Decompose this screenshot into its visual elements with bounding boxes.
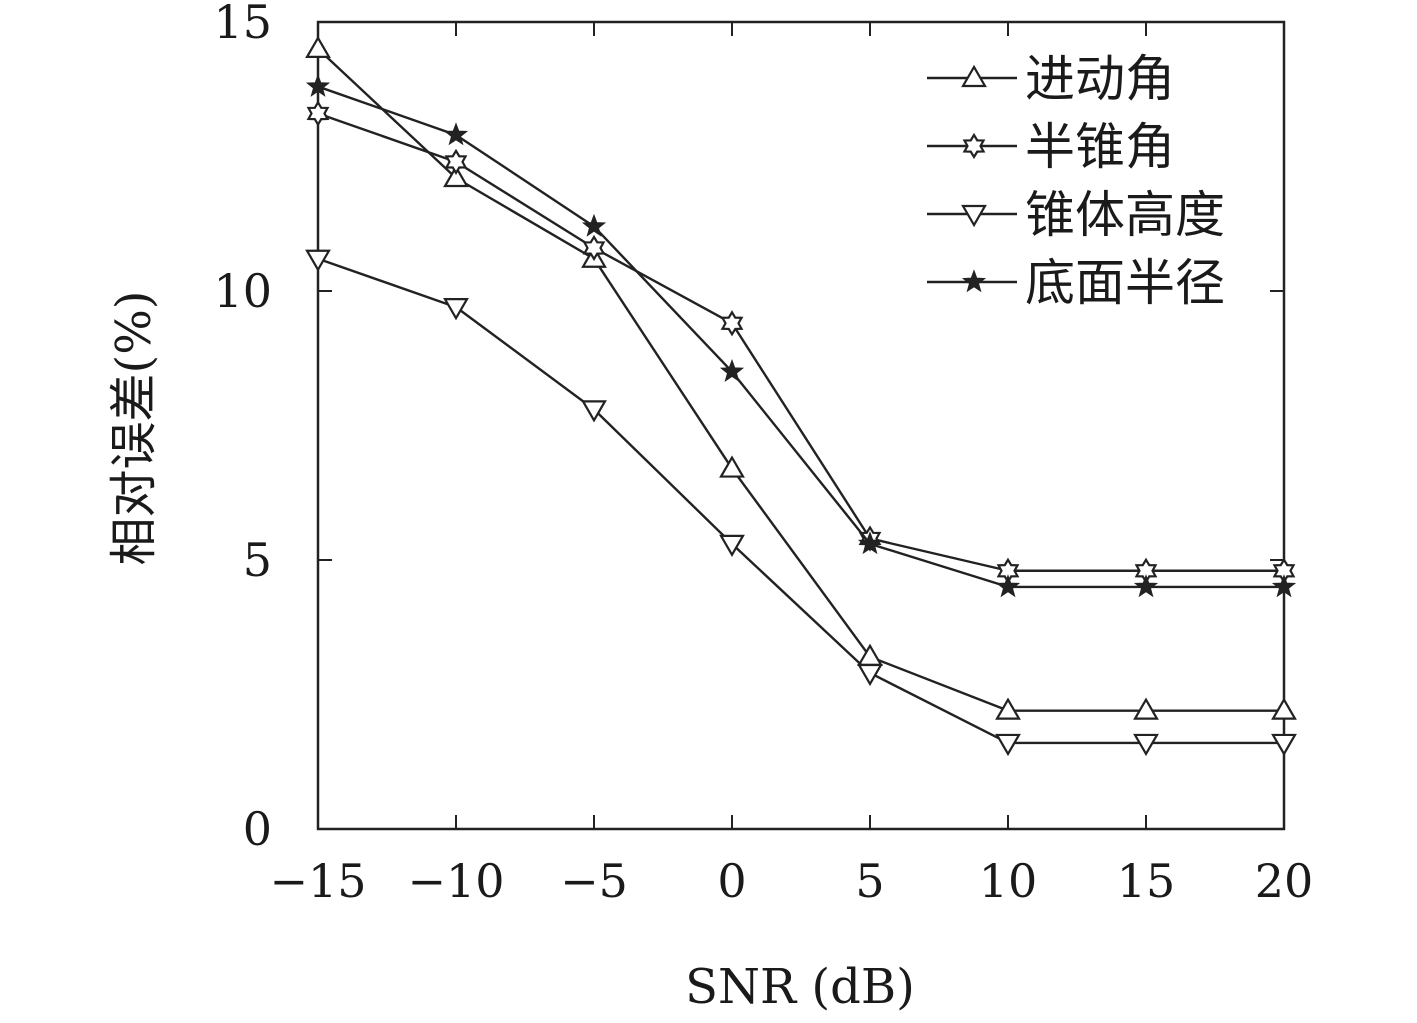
y-tick-label: 15 [213, 0, 272, 49]
legend-marker [961, 269, 987, 293]
x-tick-label: 0 [717, 854, 746, 908]
x-tick-label: 10 [979, 854, 1038, 908]
data-point [1133, 733, 1159, 757]
data-point [443, 298, 469, 321]
data-point [1271, 733, 1297, 757]
data-point [719, 534, 745, 558]
legend-label: 半锥角 [1025, 118, 1175, 176]
series-line [317, 85, 1284, 589]
plot-frame [316, 20, 1286, 831]
series-3 [305, 249, 1297, 757]
y-tick-label: 0 [243, 802, 272, 856]
x-tick-label: 5 [855, 854, 884, 908]
data-point [305, 35, 331, 59]
data-point [443, 122, 469, 146]
axes: −15 −10 −5 0 5 10 15 20 0 5 10 15 [213, 0, 1313, 908]
legend-label: 进动角 [1025, 50, 1175, 108]
legend-entry: 进动角 [927, 50, 1175, 108]
data-point [1271, 697, 1297, 720]
data-point [305, 73, 331, 97]
legend-marker [961, 204, 987, 228]
x-axis-title: SNR (dB) [685, 959, 915, 1015]
data-point [995, 574, 1021, 598]
legend-marker [962, 132, 986, 160]
legend-entry: 半锥角 [927, 118, 1175, 176]
y-axis-title: 相对误差(%) [106, 290, 162, 565]
data-point [305, 249, 331, 272]
data-point [719, 358, 745, 382]
data-point [857, 643, 883, 666]
data-point [995, 697, 1021, 720]
data-point [581, 213, 607, 237]
legend-entry: 底面半径 [927, 254, 1225, 312]
series-4 [305, 73, 1297, 598]
data-point [306, 100, 330, 127]
legend-entry: 锥体高度 [927, 186, 1225, 244]
data-point [995, 733, 1021, 757]
data-point [857, 531, 883, 555]
data-point [1133, 697, 1159, 720]
data-point [857, 663, 883, 687]
data-point [719, 455, 745, 478]
legend-marker [961, 64, 987, 88]
data-point [720, 310, 744, 337]
x-tick-label: −10 [407, 854, 504, 908]
y-tick-label: 5 [243, 533, 272, 587]
series-group [305, 35, 1297, 757]
y-tick-label: 10 [213, 264, 272, 318]
legend-label: 底面半径 [1025, 254, 1225, 312]
x-tick-label: 20 [1255, 854, 1314, 908]
legend-label: 锥体高度 [1025, 186, 1225, 244]
x-tick-label: 15 [1117, 854, 1176, 908]
data-point [444, 148, 468, 176]
data-point [1133, 574, 1159, 598]
series-line [317, 48, 1284, 712]
series-1 [305, 35, 1297, 720]
series-line [317, 112, 1284, 572]
series-line [317, 257, 1284, 745]
data-point [582, 234, 606, 262]
data-point [581, 400, 607, 423]
x-tick-label: −5 [560, 854, 628, 908]
data-point [443, 164, 469, 188]
x-tick-label: −15 [269, 854, 366, 908]
data-point [1271, 574, 1297, 598]
